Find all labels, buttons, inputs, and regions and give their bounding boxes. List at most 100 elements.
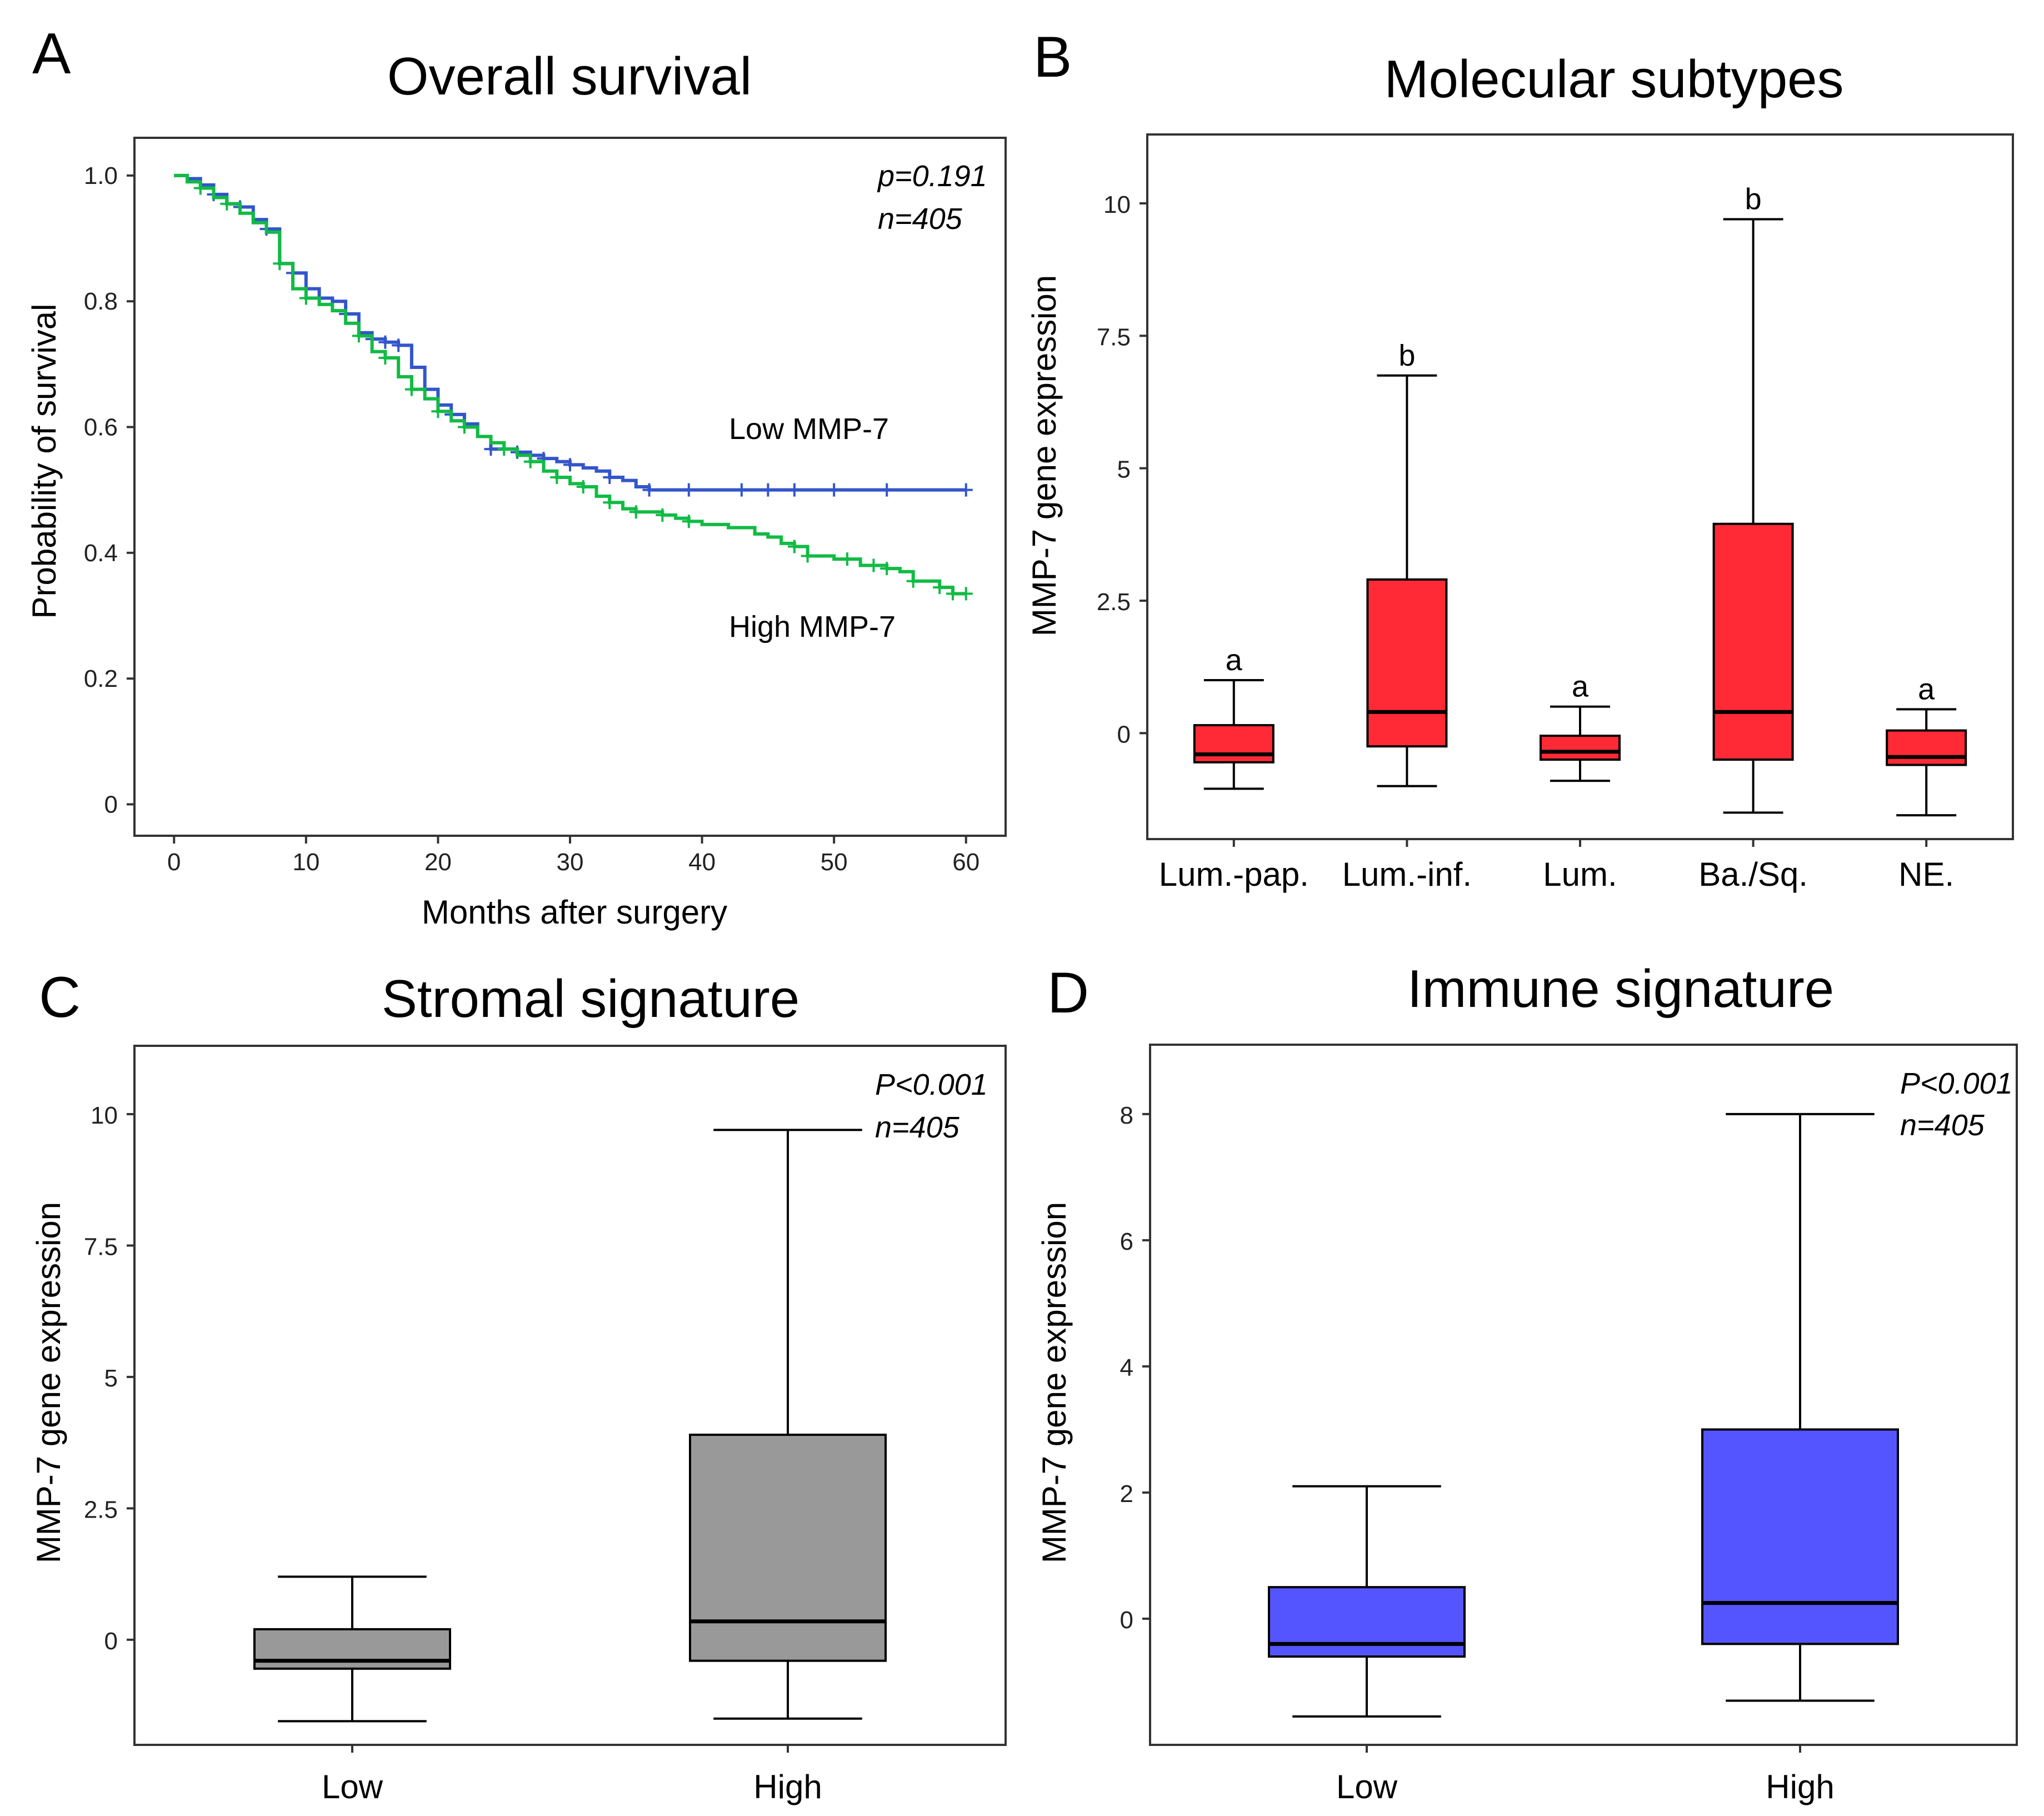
censor-mark [404, 382, 418, 396]
y-tick-label: 0 [104, 791, 118, 818]
y-tick-label: 5 [104, 1365, 118, 1392]
panel-c-p-value: P<0.001 [875, 1068, 988, 1101]
censor-mark [642, 483, 656, 497]
panel-d-n-value: n=405 [1900, 1109, 1985, 1142]
panel-b-x-axis: Lum.-pap. Lum.-inf. Lum. Ba./Sq. NE. [1159, 839, 1954, 893]
x-category-label: NE. [1898, 856, 1954, 893]
panel-letter-d: D [1047, 961, 1089, 1025]
censor-mark [220, 197, 234, 211]
censor-mark [576, 480, 590, 493]
box-iqr [1366, 578, 1448, 748]
panel-letter-a: A [32, 22, 71, 86]
y-tick-label: 0.2 [84, 665, 118, 692]
censor-mark [656, 508, 669, 522]
x-category-label: High [1766, 1768, 1834, 1805]
panel-a-y-axis: 0 0.2 0.4 0.6 0.8 1.0 [84, 162, 134, 818]
x-tick-label: 30 [557, 849, 584, 876]
censor-mark [457, 420, 471, 434]
panel-a-y-axis-label: Probability of survival [26, 304, 63, 619]
panel-b-title: Molecular subtypes [1384, 49, 1843, 109]
survival-curve-high [174, 173, 966, 596]
censor-mark [563, 458, 577, 472]
panel-a-n-value: n=405 [878, 202, 963, 236]
y-tick-label: 5 [1117, 456, 1131, 483]
box-iqr [1193, 724, 1275, 764]
censor-mark [933, 581, 947, 595]
group-letter: b [1745, 183, 1762, 216]
censor-mark [603, 496, 617, 510]
censor-mark [523, 455, 537, 468]
censor-mark [682, 515, 696, 528]
censor-mark [603, 471, 617, 485]
panel-a-x-axis-label: Months after surgery [422, 894, 727, 931]
box-iqr [689, 1433, 887, 1662]
panel-d-boxes [1268, 1112, 1899, 1718]
panel-d-plot-frame [1149, 1044, 2018, 1746]
y-tick-label: 0.4 [84, 540, 118, 567]
panel-d-y-axis-label: MMP-7 gene expression [1036, 1202, 1073, 1563]
box-iqr [1886, 729, 1967, 766]
x-tick-label: 10 [292, 849, 319, 876]
panel-c-boxes [253, 1129, 887, 1723]
x-tick-label: 50 [821, 849, 848, 876]
box-iqr [1701, 1428, 1899, 1645]
censor-mark [946, 587, 959, 601]
panel-d-p-value: P<0.001 [1900, 1067, 2013, 1100]
y-tick-label: 0.6 [84, 414, 118, 441]
panel-letter-c: C [39, 965, 81, 1030]
panel-a-plot-frame [133, 137, 1007, 837]
x-tick-label: 40 [688, 849, 716, 876]
y-tick-label: 0 [1120, 1607, 1133, 1634]
y-tick-label: 2 [1120, 1480, 1133, 1508]
censor-mark [550, 471, 564, 485]
y-tick-label: 10 [91, 1102, 118, 1129]
y-tick-label: 0 [1117, 721, 1131, 748]
censor-mark [629, 505, 643, 519]
y-tick-label: 10 [1103, 191, 1131, 218]
censor-mark [378, 351, 392, 365]
panel-c-n-value: n=405 [875, 1111, 960, 1144]
censor-mark [299, 291, 313, 305]
panel-a-x-axis: 0 10 20 30 40 50 60 [167, 836, 979, 876]
y-tick-label: 7.5 [1097, 323, 1131, 351]
x-category-label: Lum.-inf. [1342, 856, 1472, 893]
panel-c-stromal-chart: C Stromal signature 0 2.5 5 7.5 10 Low High M… [30, 965, 1007, 1805]
y-tick-label: 2.5 [1097, 588, 1131, 616]
panel-c-x-axis: Low High [322, 1745, 822, 1805]
censor-mark [392, 338, 406, 352]
x-tick-label: 20 [424, 849, 452, 876]
panel-b-y-axis-label: MMP-7 gene expression [1026, 275, 1063, 636]
censor-mark [761, 483, 775, 497]
y-tick-label: 1.0 [84, 162, 118, 189]
group-letter: a [1572, 670, 1589, 704]
censor-mark [959, 587, 973, 601]
censor-mark [959, 483, 973, 497]
censor-mark [906, 574, 920, 588]
box-iqr [1268, 1586, 1466, 1658]
x-tick-label: 60 [952, 849, 979, 876]
panel-c-y-axis: 0 2.5 5 7.5 10 [84, 1102, 134, 1655]
panel-b-subtypes-chart: B Molecular subtypes 0 2.5 5 7.5 10 a b a b a Lu… [1026, 25, 2014, 893]
censor-mark [880, 562, 894, 576]
censor-mark [352, 329, 366, 343]
panel-c-y-axis-label: MMP-7 gene expression [30, 1202, 67, 1563]
censor-mark [801, 549, 814, 563]
y-tick-label: 6 [1120, 1228, 1133, 1255]
panel-d-title: Immune signature [1407, 959, 1834, 1019]
panel-d-y-axis: 0 2 4 6 8 [1120, 1102, 1150, 1634]
panel-b-y-axis: 0 2.5 5 7.5 10 [1097, 191, 1147, 748]
y-tick-label: 0.8 [84, 288, 118, 315]
censor-mark [431, 405, 445, 418]
box-iqr [1712, 522, 1794, 761]
box-iqr [1540, 735, 1621, 761]
censor-mark [787, 483, 801, 497]
y-tick-label: 8 [1120, 1102, 1133, 1129]
censor-mark [682, 483, 696, 497]
x-category-label: Ba./Sq. [1698, 856, 1808, 893]
censor-mark [734, 483, 748, 497]
censor-mark [497, 442, 511, 456]
panel-a-series-group [174, 173, 973, 601]
panel-a-p-value: p=0.191 [877, 159, 987, 193]
panel-b-boxes: a b a b a [1193, 183, 1967, 817]
